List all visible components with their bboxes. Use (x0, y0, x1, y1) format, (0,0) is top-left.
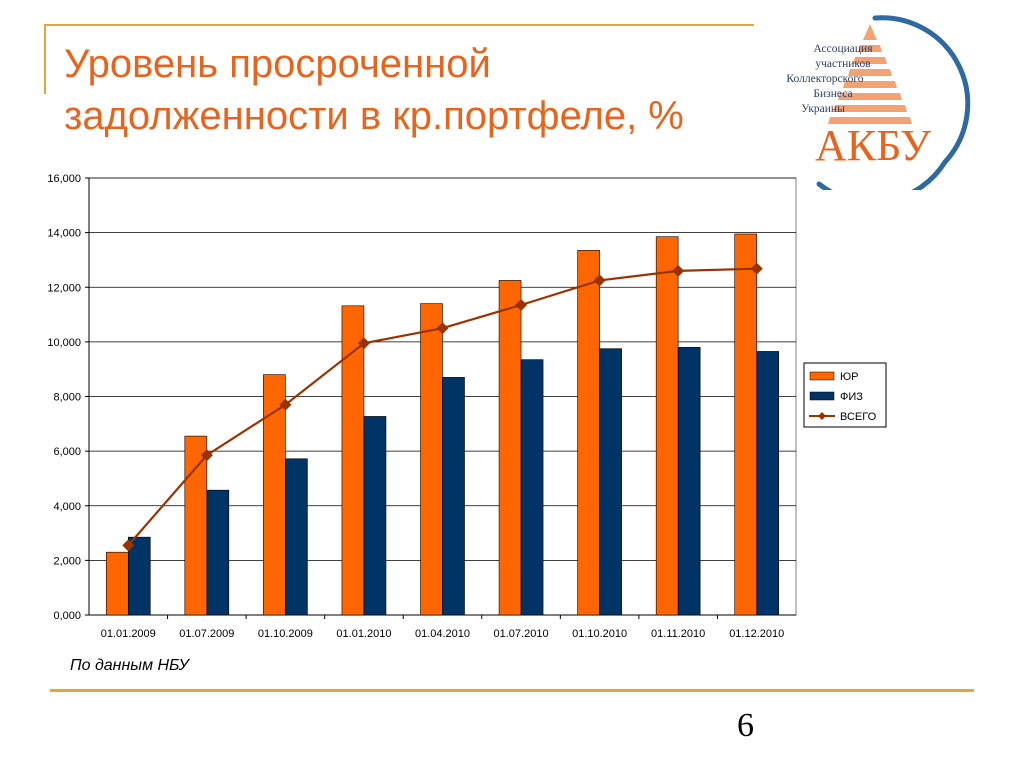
y-tick-label: 2,000 (53, 555, 81, 567)
y-tick-label: 4,000 (53, 501, 81, 513)
legend-label: ЮР (840, 371, 858, 383)
bar-fiz (520, 359, 544, 616)
slide-title-line-1: Уровень просроченной (64, 42, 491, 86)
slide-title-line-2: задолженности в кр.портфеле, % (64, 94, 684, 138)
bar-fiz (756, 351, 780, 616)
x-tick-label: 01.01.2010 (336, 628, 391, 640)
point-total (515, 299, 528, 312)
overdue-debt-chart: 0,000 2,000 4,000 6,000 8,000 10,000 12,000 14,… (47, 173, 887, 640)
legend-label: ФИЗ (840, 391, 863, 403)
legend-swatch-fiz (809, 391, 835, 401)
logo-text-line-4: Бизнеса (813, 88, 852, 100)
logo-text-line-3: Коллекторского (786, 73, 863, 85)
bar-fiz (285, 458, 308, 616)
y-tick-label: 10,000 (47, 337, 81, 349)
x-tick-label: 01.12.2010 (729, 628, 784, 640)
bar-fiz (599, 348, 622, 616)
y-tick-label: 12,000 (47, 282, 81, 294)
logo-text-line-5: Украины (801, 103, 845, 115)
logo-triangle-stripes (828, 24, 912, 124)
x-tick-label: 01.07.2010 (494, 628, 549, 640)
logo-text-line-1: Ассоциация (814, 43, 874, 55)
logo-abbreviation: АКБУ (815, 121, 932, 170)
x-tick-label: 01.07.2009 (179, 628, 234, 640)
point-total (279, 398, 292, 411)
y-tick-label: 8,000 (53, 392, 81, 404)
y-tick-label: 14,000 (47, 228, 81, 240)
point-total (750, 262, 763, 275)
title-accent-top-line (44, 24, 754, 26)
bar-fiz (677, 347, 701, 616)
logo-text-line-2: участников (815, 58, 871, 70)
point-total (122, 539, 135, 552)
y-tick-label: 0,000 (53, 610, 81, 622)
x-tick-label: 01.11.2010 (651, 628, 705, 640)
x-tick-label: 01.10.2009 (258, 628, 313, 640)
bar-yur (734, 233, 758, 616)
bar-fiz (127, 536, 151, 616)
y-tick-label: 16,000 (47, 173, 81, 185)
data-source-note: По данным НБУ (70, 657, 189, 674)
bar-yur (655, 236, 679, 616)
bar-yur (498, 280, 522, 616)
y-tick-label: 6,000 (53, 446, 81, 458)
slide-title: Уровень просроченной задолженности в кр.… (64, 38, 764, 142)
bar-yur (577, 250, 600, 616)
point-total (593, 274, 606, 287)
bar-fiz (363, 416, 387, 616)
bar-yur (420, 303, 443, 616)
bar-yur (105, 551, 129, 616)
bar-fiz (442, 377, 465, 616)
point-total (672, 264, 685, 277)
page-number: 6 (737, 707, 754, 744)
footer-divider (50, 689, 974, 692)
bar-fiz (206, 489, 230, 616)
point-total (357, 337, 370, 350)
akbu-logo: Ассоциация участников Коллекторского Биз… (786, 15, 971, 190)
x-tick-label: 01.10.2010 (572, 628, 627, 640)
legend-swatch-total-marker (818, 412, 826, 420)
point-total (436, 322, 449, 335)
x-tick-label: 01.04.2010 (415, 628, 470, 640)
x-tick-label: 01.01.2009 (101, 628, 156, 640)
logo-arc (816, 15, 971, 190)
legend-label: ВСЕГО (840, 411, 877, 423)
point-total (200, 449, 213, 462)
legend-swatch-yur (809, 371, 835, 381)
title-accent-left-line (44, 24, 46, 94)
bar-yur (184, 435, 208, 616)
